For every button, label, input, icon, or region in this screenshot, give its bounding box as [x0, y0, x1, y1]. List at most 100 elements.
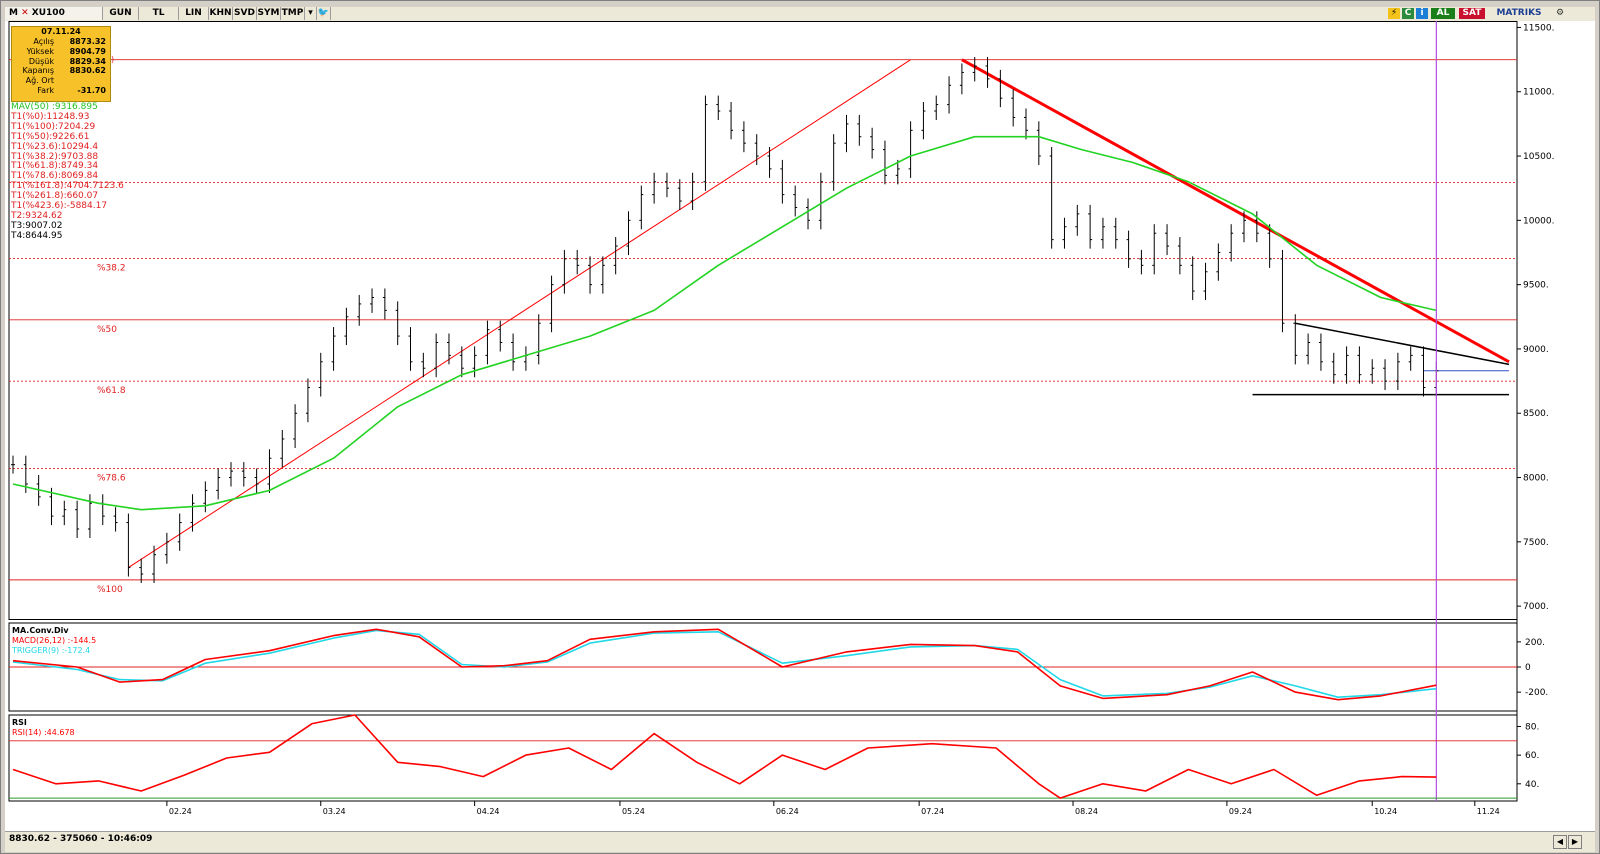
- price-y-tick-label: 7500.: [1523, 538, 1549, 548]
- macd-line: [12, 628, 1437, 701]
- settings-icon[interactable]: ⚙: [1555, 8, 1565, 18]
- symbol-selector[interactable]: M ✕ XU100: [5, 7, 103, 20]
- fib-legend-0: T1(%0):11248.93: [11, 111, 90, 122]
- price-panel-frame: [8, 21, 1518, 620]
- trendline: [128, 59, 911, 568]
- chart-canvas[interactable]: 11500. 11000. 10500. 10000. 9500. 9000. 8500. 8…: [5, 21, 1595, 831]
- fib-level-label: %50: [97, 325, 117, 335]
- price-y-tick-label: 8500.: [1523, 409, 1549, 419]
- template-dropdown-icon[interactable]: ▾: [305, 7, 317, 20]
- ohlc-label: Fark: [37, 85, 54, 95]
- ohlc-label: Açılış: [33, 37, 54, 46]
- currency-button[interactable]: TL: [139, 7, 179, 20]
- macd-series-label: MACD(26,12) :-144.5: [12, 636, 96, 645]
- ohlc-row-high: Yüksek 8904.79: [12, 47, 110, 57]
- trigger-line: [12, 629, 1437, 699]
- chart-area[interactable]: 11500. 11000. 10500. 10000. 9500. 9000. 8500. 8…: [5, 21, 1595, 831]
- rsi-title: RSI: [12, 718, 27, 727]
- ohlc-value: 8829.34: [69, 56, 106, 66]
- price-y-tick-label: 10000.: [1523, 216, 1555, 226]
- t2-legend: T2:9324.62: [11, 210, 63, 221]
- template-button[interactable]: TMP: [281, 7, 305, 20]
- x-tick-label: 09.24: [1229, 807, 1252, 816]
- macd-y-tick-label: 200.: [1525, 638, 1545, 648]
- ohlc-row-open: Açılış 8873.32: [12, 37, 110, 47]
- fib-legend-61-8: T1(%61.8):8749.34: [11, 161, 99, 172]
- ohlc-label: Yüksek: [26, 46, 54, 56]
- t4-legend: T4:8644.95: [11, 230, 63, 241]
- price-y-tick-label: 7000.: [1523, 602, 1549, 612]
- price-y-tick-label: 9000.: [1523, 345, 1549, 355]
- brand-label: MATRIKS: [1496, 8, 1542, 18]
- close-icon[interactable]: ✕: [21, 8, 29, 18]
- x-tick-label: 06.24: [776, 807, 799, 816]
- trendline: [1295, 322, 1510, 366]
- linear-scale-button[interactable]: LIN: [179, 7, 209, 20]
- ohlc-label: Kapanış: [22, 66, 54, 76]
- khn-button[interactable]: KHN: [209, 7, 233, 20]
- info-icon[interactable]: i: [1416, 8, 1428, 19]
- x-tick-label: 02.24: [169, 807, 192, 816]
- rsi-y-tick-label: 60.: [1525, 751, 1539, 761]
- buy-button[interactable]: AL: [1431, 8, 1455, 19]
- x-tick-label: 05.24: [622, 807, 645, 816]
- ohlc-row-low: Düşük 8829.34: [12, 57, 110, 67]
- twitter-icon[interactable]: 🐦: [317, 7, 331, 20]
- menu-icon[interactable]: M: [9, 8, 18, 18]
- ohlc-value: -31.70: [77, 85, 106, 95]
- fib-legend-161-8: T1(%161.8):4704.7123.6: [11, 181, 124, 192]
- fib-legend-clipped: 23.6: [103, 181, 124, 192]
- x-tick-label: 04.24: [477, 807, 500, 816]
- period-button[interactable]: GUN: [103, 7, 139, 20]
- fib-legend-100: T1(%100):7204.29: [11, 121, 96, 132]
- symbol-label: XU100: [31, 8, 65, 18]
- scroll-left-button[interactable]: ◀: [1553, 835, 1567, 849]
- fib-legend-423-6: T1(%423.6):-5884.17: [11, 201, 108, 212]
- fib-legend-50: T1(%50):9226.61: [11, 131, 90, 142]
- fib-level-label: %61.8: [97, 386, 126, 396]
- fib-legend-38-2: T1(%38.2):9703.88: [11, 151, 99, 162]
- fib-legend-23-6: T1(%23.6):10294.4: [11, 141, 99, 152]
- rsi-y-tick-label: 80.: [1525, 722, 1539, 732]
- sell-label: SAT: [1462, 8, 1482, 18]
- status-text: 8830.62 - 375060 - 10:46:09: [9, 834, 153, 844]
- svd-button[interactable]: SVD: [233, 7, 257, 20]
- ohlc-value: 8873.32: [69, 37, 106, 46]
- rsi-series-label: RSI(14) :44.678: [12, 728, 75, 737]
- indicator-legend: MAV(50) :9316.895 T1(%0):11248.93 T1(%10…: [11, 102, 124, 242]
- scroll-right-button[interactable]: ▶: [1568, 835, 1582, 849]
- t3-legend: T3:9007.02: [11, 220, 63, 231]
- rsi-panel-frame: [8, 714, 1518, 802]
- sym-button[interactable]: SYM: [257, 7, 281, 20]
- refresh-icon[interactable]: C: [1402, 8, 1414, 19]
- price-y-tick-label: 8000.: [1523, 474, 1549, 484]
- ohlc-row-close: Kapanış 8830.62: [12, 66, 110, 76]
- lightning-icon[interactable]: ⚡: [1388, 8, 1400, 19]
- toolbar: M ✕ XU100 GUN TL LIN KHN SVD SYM TMP ▾ 🐦…: [5, 7, 1595, 22]
- fib-legend-78-6: T1(%78.6):8069.84: [11, 171, 99, 182]
- x-tick-label: 10.24: [1374, 807, 1397, 816]
- price-y-tick-label: 11000.: [1523, 88, 1555, 98]
- sell-button[interactable]: SAT: [1459, 8, 1485, 19]
- x-tick-label: 03.24: [323, 807, 346, 816]
- x-tick-label: 08.24: [1075, 807, 1098, 816]
- rsi-line: [12, 714, 1437, 799]
- macd-y-tick-label: 0: [1525, 663, 1531, 673]
- fib-level-label: %78.6: [97, 474, 126, 484]
- brand-logo: MATRIKS: [1487, 8, 1551, 19]
- x-tick-label: 07.24: [921, 807, 944, 816]
- mav50-line: [12, 135, 1437, 511]
- ohlc-label: Ağ. Ort: [25, 76, 54, 86]
- trendline: [961, 58, 1510, 364]
- ohlc-value: 8830.62: [69, 66, 106, 76]
- price-bars: [11, 57, 1439, 583]
- price-y-tick-label: 10500.: [1523, 152, 1555, 162]
- trigger-series-label: TRIGGER(9) :-172.4: [11, 646, 90, 655]
- fib-legend-261-8: T1(%261.8):660.07: [11, 191, 99, 202]
- ohlc-row-change: Fark -31.70: [12, 86, 110, 96]
- x-tick-label: 11.24: [1477, 807, 1500, 816]
- ohlc-value: 8904.79: [69, 46, 106, 56]
- fib-level-label: %100: [97, 585, 123, 595]
- ohlc-label: Düşük: [28, 56, 54, 66]
